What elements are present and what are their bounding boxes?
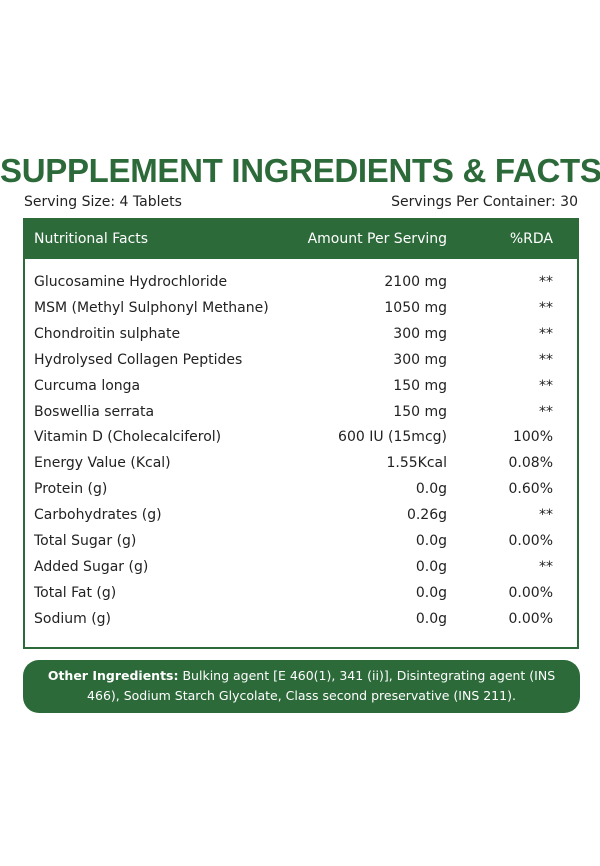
other-ingredients: Other Ingredients: Bulking agent [E 460(… [23, 660, 580, 713]
nutrient-name: Total Sugar (g) [34, 533, 137, 549]
amount: 150 mg [393, 377, 447, 394]
rda: ** [539, 351, 553, 368]
other-ingredients-label: Other Ingredients: [47, 668, 179, 683]
nutrient-name: Chondroitin sulphate [34, 325, 181, 342]
amount: 600 IU (15mcg) [338, 429, 447, 446]
nutrient-name: Glucosamine Hydrochloride [34, 274, 228, 290]
rda: ** [539, 558, 553, 575]
amount: 0.0g [415, 584, 447, 601]
amount: 0.0g [415, 610, 447, 627]
nutrient-name: Added Sugar (g) [34, 558, 149, 575]
nutrient-name: Carbohydrates (g) [34, 507, 162, 524]
nutrient-name: Protein (g) [34, 481, 108, 498]
rda: 100% [512, 429, 553, 446]
nutrient-name: Hydrolysed Collagen Peptides [34, 351, 243, 368]
column-header: Amount Per Serving [307, 231, 447, 247]
rda: 0.00% [508, 584, 553, 601]
amount: 0.26g [406, 507, 447, 524]
nutrient-name: Sodium (g) [34, 610, 111, 627]
column-header: %RDA [509, 231, 553, 247]
nutrient-name: Energy Value (Kcal) [34, 455, 171, 472]
other-ingredients-text: Bulking agent [E 460(1), 341 (ii)], Disi… [87, 668, 556, 703]
amount: 300 mg [393, 325, 447, 342]
table-header [23, 218, 579, 259]
servings-per-container: Servings Per Container: 30 [391, 194, 578, 210]
nutrient-name: Vitamin D (Cholecalciferol) [34, 429, 222, 446]
amount: 0.0g [415, 533, 447, 549]
nutrient-name: Total Fat (g) [34, 584, 117, 601]
amount: 1.55Kcal [386, 455, 447, 472]
nutrient-name: Curcuma longa [34, 377, 141, 394]
amount: 1050 mg [384, 299, 447, 316]
amount: 300 mg [393, 351, 447, 368]
amount: 0.0g [415, 481, 447, 498]
serving-size: Serving Size: 4 Tablets [24, 194, 182, 210]
nutrient-name: MSM (Methyl Sulphonyl Methane) [34, 299, 269, 316]
rda: ** [539, 325, 553, 342]
column-header: Nutritional Facts [34, 231, 149, 247]
rda: 0.60% [508, 481, 553, 498]
rda: ** [539, 299, 553, 316]
rda: ** [539, 403, 553, 420]
amount: 2100 mg [384, 274, 447, 290]
nutrient-name: Boswellia serrata [34, 403, 155, 420]
rda: 0.00% [508, 610, 553, 627]
amount: 150 mg [393, 403, 447, 420]
amount: 0.0g [415, 558, 447, 575]
rda: ** [539, 377, 553, 394]
rda: 0.00% [508, 533, 553, 549]
rda: ** [539, 507, 553, 524]
rda: 0.08% [508, 455, 553, 472]
rda: ** [539, 274, 553, 290]
title: SUPPLEMENT INGREDIENTS & FACTS [0, 152, 600, 189]
